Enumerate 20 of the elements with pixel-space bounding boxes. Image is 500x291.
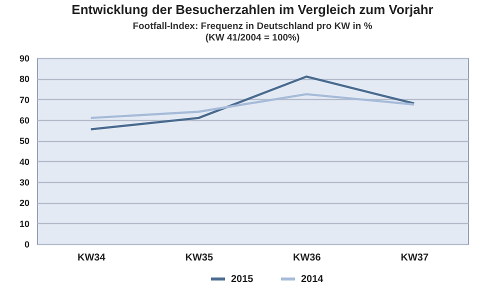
x-tick-label: KW36 <box>292 252 322 264</box>
line-series <box>90 93 416 120</box>
x-tick-label: KW35 <box>185 252 214 264</box>
y-tick-label: 20 <box>19 198 30 208</box>
x-tick-label: KW34 <box>77 252 106 264</box>
y-tick-label: 90 <box>19 54 30 64</box>
y-tick-label: 80 <box>19 74 30 84</box>
legend-label: 2014 <box>301 274 324 285</box>
chart-title: Entwicklung der Besucherzahlen im Vergleich zum Vorjahr <box>72 2 434 17</box>
y-tick-label: 0 <box>24 240 30 250</box>
y-tick-label: 60 <box>19 116 30 126</box>
y-tick-label: 50 <box>19 136 30 146</box>
legend-label: 2015 <box>231 274 254 285</box>
line-series <box>90 76 416 130</box>
chart-subtitle: Footfall-Index: Frequenz in Deutschland pro KW in % (KW 41/2004 = 100%) <box>132 21 373 44</box>
x-tick-label: KW37 <box>400 252 429 264</box>
y-tick-label: 70 <box>19 94 30 105</box>
y-tick-label: 10 <box>19 218 30 229</box>
y-tick-label: 30 <box>19 178 30 188</box>
y-tick-label: 40 <box>19 156 30 167</box>
